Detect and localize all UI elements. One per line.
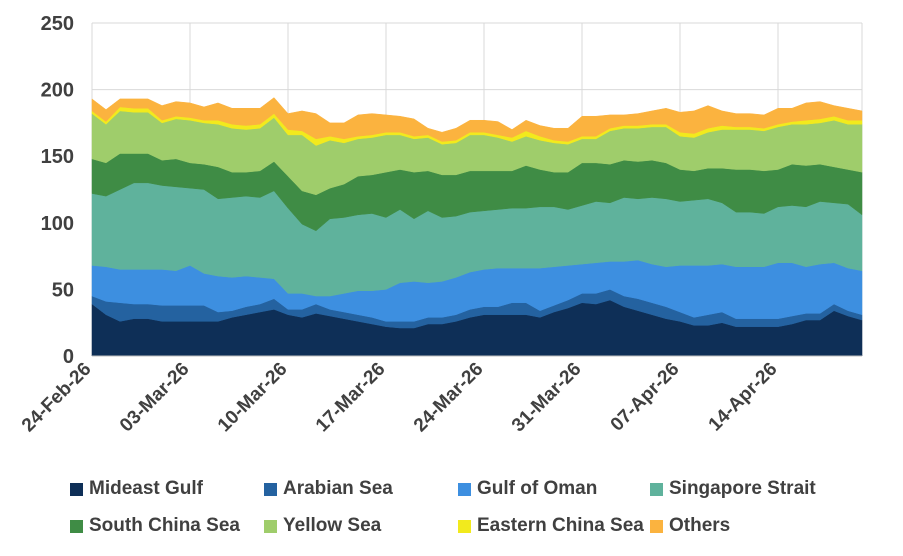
legend-item-arabian-sea: Arabian Sea xyxy=(264,478,393,500)
area-others xyxy=(91,97,863,142)
legend-swatch xyxy=(458,519,471,533)
x-tick-label: 03-Mar-26 xyxy=(116,359,194,437)
legend-item-eastern-china-sea: Eastern China Sea xyxy=(458,515,644,537)
y-tick-label: 0 xyxy=(63,346,74,368)
legend-swatch xyxy=(650,519,663,533)
x-tick-label: 17-Mar-26 xyxy=(312,359,390,437)
stacked-area-chart: 0 50 100 150 200 250 24-Feb-26 03-Mar-26 10-Mar… xyxy=(18,13,863,437)
y-tick-label: 100 xyxy=(41,213,74,235)
legend-swatch xyxy=(70,519,83,533)
legend-item-others: Others xyxy=(650,515,730,537)
legend-label: Gulf of Oman xyxy=(477,478,598,499)
x-tick-label: 07-Apr-26 xyxy=(607,359,684,436)
legend-swatch xyxy=(458,482,471,496)
y-tick-label: 50 xyxy=(52,279,74,301)
legend-label: Eastern China Sea xyxy=(477,515,644,536)
x-tick-label: 24-Mar-26 xyxy=(410,359,488,437)
area-series xyxy=(91,97,863,357)
legend-item-south-china-sea: South China Sea xyxy=(70,515,240,537)
y-tick-label: 200 xyxy=(41,80,74,102)
x-axis-ticks: 24-Feb-26 03-Mar-26 10-Mar-26 17-Mar-26 24-M… xyxy=(18,359,782,437)
legend-swatch xyxy=(70,482,83,496)
x-tick-label: 14-Apr-26 xyxy=(705,359,782,436)
x-tick-label: 31-Mar-26 xyxy=(508,359,586,437)
y-axis-ticks: 0 50 100 150 200 250 xyxy=(41,13,74,368)
legend-item-yellow-sea: Yellow Sea xyxy=(264,515,381,537)
legend-label: Yellow Sea xyxy=(283,515,382,536)
legend-swatch xyxy=(650,482,663,496)
legend-item-gulf-of-oman: Gulf of Oman xyxy=(458,478,597,500)
x-tick-label: 10-Mar-26 xyxy=(214,359,292,437)
legend-label: Mideast Gulf xyxy=(89,478,204,499)
legend-label: Others xyxy=(669,515,731,536)
legend-label: South China Sea xyxy=(89,515,240,536)
y-tick-label: 250 xyxy=(41,13,74,35)
legend-item-mideast-gulf: Mideast Gulf xyxy=(70,478,203,500)
legend-swatch xyxy=(264,519,277,533)
x-tick-label: 24-Feb-26 xyxy=(18,359,96,437)
legend-swatch xyxy=(264,482,277,496)
legend-label: Singapore Strait xyxy=(669,478,816,499)
y-tick-label: 150 xyxy=(41,146,74,168)
legend-label: Arabian Sea xyxy=(283,478,393,499)
legend-item-singapore-strait: Singapore Strait xyxy=(650,478,816,500)
